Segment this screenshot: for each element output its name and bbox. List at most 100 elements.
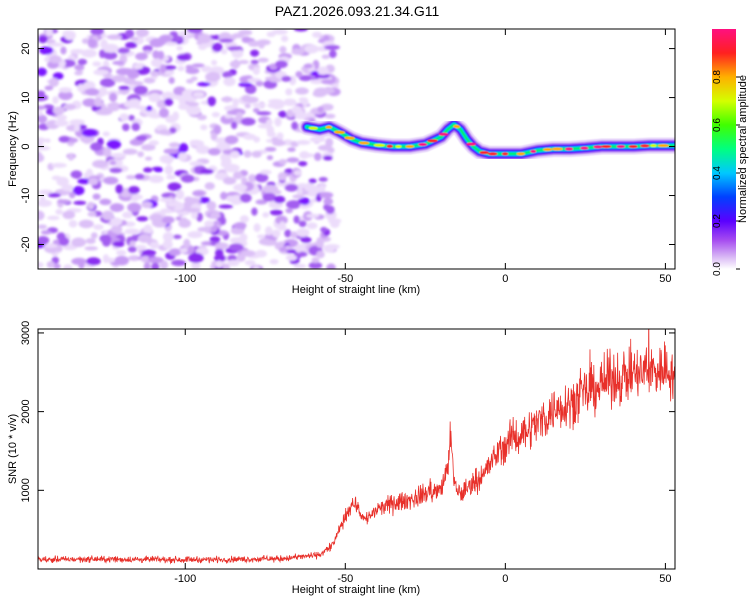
noise-blob bbox=[318, 177, 328, 182]
noise-blob bbox=[178, 103, 190, 110]
noise-blob bbox=[85, 88, 100, 96]
ridge-peak bbox=[466, 142, 477, 146]
noise-blob bbox=[142, 45, 153, 52]
noise-blob bbox=[319, 191, 334, 199]
noise-blob bbox=[244, 103, 251, 109]
xtick-label: -50 bbox=[337, 573, 353, 585]
noise-blob bbox=[198, 196, 210, 204]
noise-blob bbox=[164, 98, 174, 106]
ridge-peak bbox=[551, 147, 563, 151]
noise-blob bbox=[178, 142, 189, 153]
noise-blob bbox=[281, 75, 292, 82]
noise-blob bbox=[144, 156, 153, 161]
noise-blob bbox=[124, 221, 136, 227]
noise-blob bbox=[296, 139, 311, 145]
noise-blob bbox=[219, 38, 234, 43]
noise-blob bbox=[141, 249, 157, 257]
noise-blob bbox=[130, 196, 139, 202]
noise-blob bbox=[231, 48, 244, 59]
noise-blob bbox=[149, 38, 165, 48]
ridge-peak bbox=[601, 144, 612, 149]
colorbar-tick-label: 0.8 bbox=[712, 70, 723, 84]
noise-blob bbox=[252, 107, 260, 113]
noise-blob bbox=[135, 135, 148, 141]
noise-blob bbox=[95, 109, 112, 116]
ridge-peak bbox=[373, 143, 386, 147]
noise-blob bbox=[161, 216, 175, 224]
noise-blob bbox=[67, 153, 75, 161]
noise-blob bbox=[114, 255, 129, 266]
noise-blob bbox=[49, 42, 64, 47]
noise-blob bbox=[262, 192, 276, 202]
noise-blob bbox=[133, 63, 144, 70]
noise-blob bbox=[285, 88, 293, 96]
noise-blob bbox=[46, 39, 56, 44]
noise-blob bbox=[85, 237, 96, 245]
noise-blob bbox=[293, 170, 302, 176]
noise-blob bbox=[93, 69, 110, 76]
noise-blob bbox=[124, 228, 140, 235]
ytick-label: 10 bbox=[20, 91, 32, 103]
noise-blob bbox=[185, 67, 200, 75]
noise-blob bbox=[251, 207, 258, 216]
noise-blob bbox=[112, 60, 125, 65]
noise-blob bbox=[46, 215, 60, 221]
ytick-label: 0 bbox=[20, 143, 32, 149]
noise-blob bbox=[295, 87, 309, 95]
xtick-label: 50 bbox=[659, 273, 671, 285]
noise-blob bbox=[200, 124, 208, 131]
noise-blob bbox=[197, 226, 212, 232]
noise-blob bbox=[68, 137, 79, 143]
noise-blob bbox=[276, 132, 284, 140]
noise-blob bbox=[127, 246, 137, 253]
noise-blob bbox=[38, 137, 47, 143]
noise-blob bbox=[73, 200, 87, 206]
noise-blob bbox=[266, 155, 274, 161]
noise-blob bbox=[172, 35, 184, 42]
noise-blob bbox=[131, 122, 141, 132]
noise-blob bbox=[304, 44, 319, 54]
noise-blob bbox=[220, 48, 228, 55]
noise-blob bbox=[48, 55, 62, 64]
noise-blob bbox=[122, 123, 130, 132]
noise-blob bbox=[321, 54, 330, 60]
noise-blob bbox=[102, 254, 110, 264]
ridge-peak bbox=[543, 147, 553, 152]
ridge-peak bbox=[501, 152, 509, 156]
noise-blob bbox=[240, 117, 256, 126]
noise-blob bbox=[187, 29, 203, 34]
noise-blob bbox=[284, 183, 299, 192]
spectrogram-ridge bbox=[298, 116, 675, 162]
noise-blob bbox=[77, 178, 92, 185]
noise-blob bbox=[176, 45, 183, 51]
noise-blob bbox=[224, 135, 239, 145]
noise-blob bbox=[177, 65, 185, 72]
noise-blob bbox=[239, 233, 248, 242]
noise-blob bbox=[149, 241, 160, 250]
noise-blob bbox=[253, 223, 261, 233]
noise-blob bbox=[303, 63, 313, 69]
noise-blob bbox=[124, 29, 135, 39]
noise-blob bbox=[324, 113, 336, 119]
noise-blob bbox=[47, 193, 61, 198]
noise-blob bbox=[296, 186, 303, 197]
noise-blob bbox=[122, 211, 133, 219]
noise-blob bbox=[38, 210, 45, 221]
noise-blob bbox=[148, 256, 164, 264]
snr-ylabel: SNR (10 * v/v) bbox=[7, 414, 19, 484]
noise-blob bbox=[74, 70, 83, 76]
noise-blob bbox=[148, 92, 161, 103]
noise-blob bbox=[143, 77, 156, 84]
noise-blob bbox=[238, 60, 250, 65]
noise-blob bbox=[326, 263, 336, 269]
noise-blob bbox=[222, 71, 233, 78]
noise-blob bbox=[291, 48, 305, 56]
noise-blob bbox=[214, 242, 229, 250]
ridge-peak bbox=[344, 136, 355, 140]
noise-blob bbox=[172, 234, 182, 240]
noise-blob bbox=[192, 91, 205, 98]
noise-blob bbox=[268, 98, 284, 104]
noise-blob bbox=[55, 114, 68, 121]
noise-blob bbox=[278, 110, 287, 118]
noise-blob bbox=[205, 71, 221, 82]
